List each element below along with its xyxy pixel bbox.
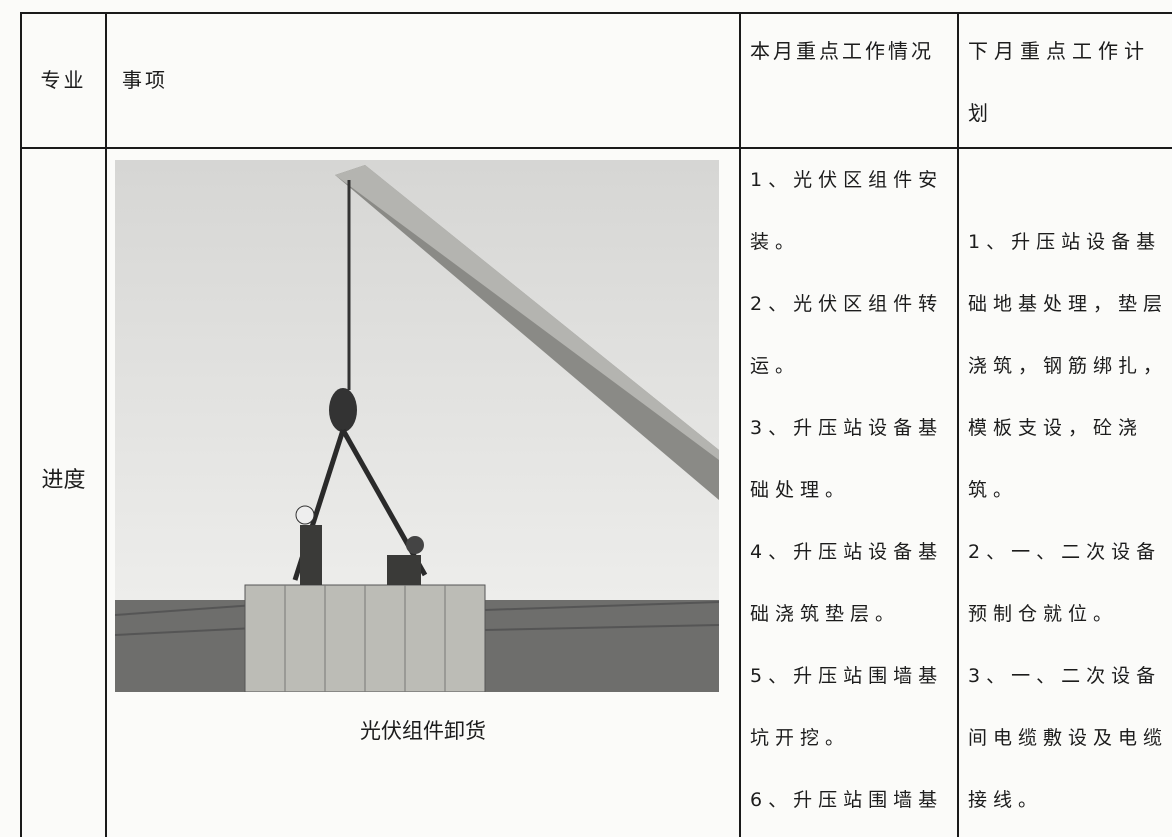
list-item: 1、光伏区组件安装。 (750, 169, 944, 253)
list-item: 3、一、二次设备间电缆敷设及电缆接线。 (968, 665, 1169, 811)
border (105, 12, 107, 837)
list-item: 5、升压站围墙基坑开挖。 (750, 665, 944, 749)
photo (115, 160, 719, 692)
list-item: 1、升压站设备基础地基处理，垫层浇筑，钢筋绑扎，模板支设，砼浇筑。 (968, 231, 1169, 501)
border (739, 12, 741, 837)
list-item: 2、光伏区组件转运。 (750, 293, 944, 377)
border (20, 12, 1172, 14)
header-cell: 专业 (40, 68, 87, 92)
border (957, 12, 959, 837)
header-cell: 下月重点工作计划 (968, 39, 1150, 125)
list-item: 6、升压站围墙基 (750, 789, 944, 811)
header-cell: 本月重点工作情况 (750, 39, 934, 63)
this-month-list: 1、光伏区组件安装。 2、光伏区组件转运。 3、升压站设备基础处理。 4、升压站设备基… (750, 149, 957, 837)
photo-caption: 光伏组件卸货 (360, 719, 486, 743)
next-month-list: 1、升压站设备基础地基处理，垫层浇筑，钢筋绑扎，模板支设，砼浇筑。 2、一、二次设… (968, 211, 1172, 837)
list-item: 2、一、二次设备预制仓就位。 (968, 541, 1162, 625)
category: 进度 (41, 468, 86, 493)
list-item: 4、升压站设备基础浇筑垫层。 (750, 541, 944, 625)
header-cell: 事项 (122, 68, 168, 92)
border (20, 12, 22, 837)
border (20, 147, 1172, 149)
list-item: 3、升压站设备基础处理。 (750, 417, 944, 501)
